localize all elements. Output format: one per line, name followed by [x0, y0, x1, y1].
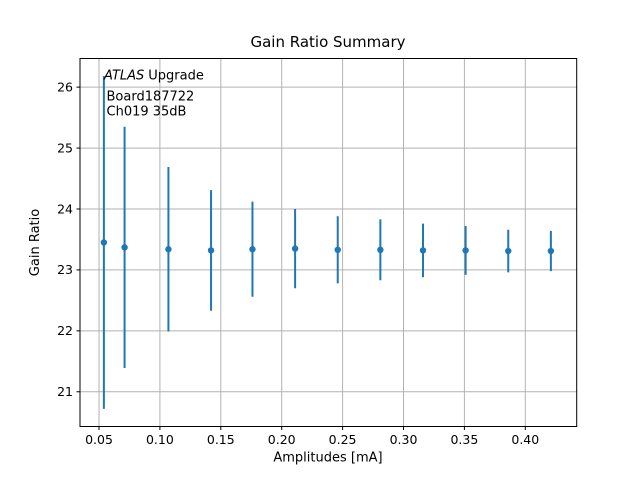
- data-point-marker: [547, 247, 555, 255]
- annotation-line-3: Ch019 35dB: [107, 105, 187, 120]
- plot-area: 0.05 0.10 0.15 0.20 0.25 0.30 0.35 0.40 21 22 23 24…: [57, 58, 578, 447]
- data-point-marker: [207, 247, 215, 254]
- y-tick-label: 26: [57, 79, 73, 94]
- y-tick-label: 25: [57, 140, 73, 155]
- annotation-line-2: Board187722: [107, 90, 195, 105]
- data-point-marker: [291, 245, 299, 252]
- x-tick-label: 0.15: [207, 432, 235, 447]
- y-tick-label: 22: [57, 323, 73, 338]
- annotation-block: ATLAS Upgrade Board187722 Ch019 35dB: [103, 69, 204, 120]
- data-point-marker: [100, 239, 108, 246]
- annotation-line-1: ATLAS Upgrade: [103, 69, 204, 84]
- data-point-marker: [334, 246, 341, 254]
- annotation-atlas-italic: ATLAS: [103, 69, 144, 84]
- data-point-marker: [505, 247, 512, 255]
- x-tick-label: 0.40: [511, 432, 539, 447]
- x-tick-label: 0.10: [146, 432, 174, 447]
- data-point-marker: [462, 247, 469, 254]
- x-tick-label: 0.35: [450, 432, 478, 447]
- y-axis-label: Gain Ratio: [28, 209, 43, 276]
- x-tick-label: 0.05: [85, 432, 113, 447]
- data-point-marker: [121, 244, 128, 251]
- y-tick-label: 24: [57, 201, 73, 216]
- axes-frame: [79, 58, 578, 427]
- x-tick-label: 0.30: [390, 432, 418, 447]
- x-tick-label: 0.20: [268, 432, 296, 447]
- x-tick-label: 0.25: [329, 432, 357, 447]
- annotation-upgrade: Upgrade: [148, 69, 204, 84]
- data-point-marker: [249, 246, 256, 253]
- chart-title: Gain Ratio Summary: [250, 33, 405, 51]
- data-point-marker: [165, 246, 172, 253]
- y-tick-label: 23: [57, 262, 73, 277]
- y-tick-label: 21: [57, 384, 73, 399]
- x-axis-label: Amplitudes [mA]: [273, 451, 382, 466]
- data-point-marker: [377, 246, 384, 254]
- data-point-marker: [419, 247, 427, 254]
